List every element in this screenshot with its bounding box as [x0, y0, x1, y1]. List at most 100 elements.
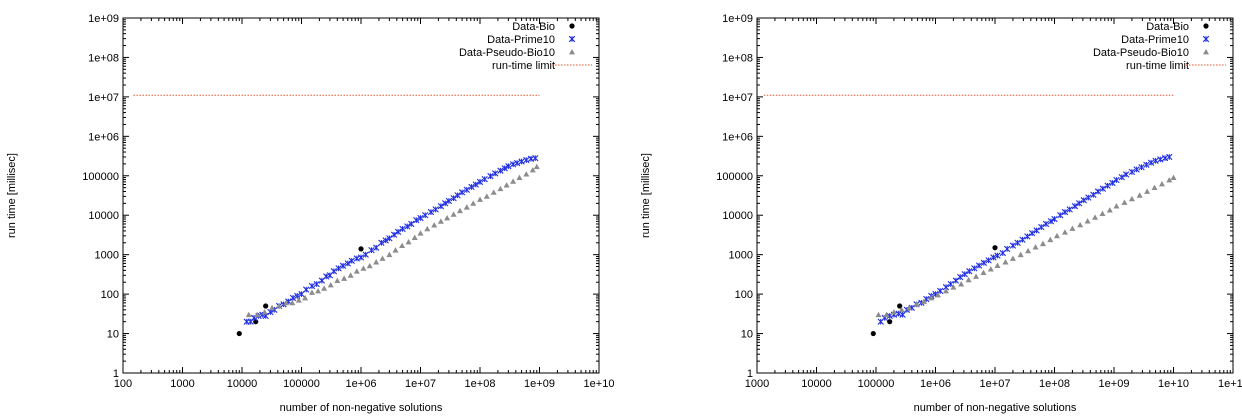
x-tick-label: 1e+10 — [584, 378, 615, 390]
point-data-pseudo-bio10 — [483, 193, 490, 199]
point-data-pseudo-bio10 — [906, 304, 913, 311]
point-data-pseudo-bio10 — [392, 247, 399, 253]
point-data-pseudo-bio10 — [883, 311, 890, 318]
y-tick-label: 1e+09 — [88, 13, 119, 25]
point-data-bio — [887, 319, 893, 325]
point-data-pseudo-bio10 — [444, 215, 451, 221]
point-data-pseudo-bio10 — [399, 242, 406, 248]
point-data-pseudo-bio10 — [254, 311, 261, 318]
point-data-pseudo-bio10 — [920, 298, 927, 304]
point-data-pseudo-bio10 — [1047, 236, 1054, 243]
y-tick-label: 100000 — [716, 171, 753, 183]
point-data-prime10 — [1166, 153, 1173, 161]
point-data-prime10 — [323, 273, 330, 280]
point-data-prime10 — [445, 197, 453, 205]
point-data-pseudo-bio10 — [431, 222, 438, 228]
point-data-prime10 — [1080, 197, 1087, 204]
point-data-prime10 — [386, 235, 393, 242]
point-data-prime10 — [303, 286, 310, 293]
y-tick-label: 10000 — [722, 210, 753, 222]
point-data-pseudo-bio10 — [533, 163, 540, 170]
legend-marker — [1202, 35, 1210, 43]
point-data-pseudo-bio10 — [302, 294, 309, 301]
point-data-prime10 — [404, 223, 411, 230]
point-data-prime10 — [394, 228, 402, 235]
legend-label: Data-Prime10 — [487, 34, 555, 46]
point-data-prime10 — [491, 170, 499, 177]
point-data-pseudo-bio10 — [1061, 229, 1068, 235]
point-data-prime10 — [454, 192, 461, 199]
point-data-pseudo-bio10 — [1069, 225, 1076, 231]
point-data-prime10 — [975, 262, 983, 269]
point-data-bio — [358, 246, 364, 252]
point-data-prime10 — [476, 178, 484, 186]
x-tick-label: 1e+08 — [1039, 378, 1070, 390]
point-data-pseudo-bio10 — [1025, 247, 1032, 254]
point-data-prime10 — [1033, 227, 1040, 234]
series-data-pseudo-bio10 — [245, 163, 540, 318]
point-data-pseudo-bio10 — [1099, 210, 1106, 216]
point-data-pseudo-bio10 — [942, 287, 949, 294]
point-data-pseudo-bio10 — [523, 171, 530, 177]
legend-marker — [1203, 49, 1209, 55]
point-data-pseudo-bio10 — [1158, 180, 1165, 187]
point-data-prime10 — [382, 237, 389, 244]
point-data-pseudo-bio10 — [890, 309, 897, 315]
point-data-prime10 — [1133, 166, 1140, 173]
point-data-prime10 — [408, 220, 415, 228]
point-data-prime10 — [378, 239, 385, 246]
point-data-prime10 — [413, 216, 420, 224]
point-data-bio — [236, 330, 242, 337]
point-data-prime10 — [399, 225, 406, 233]
point-data-pseudo-bio10 — [1039, 240, 1046, 247]
point-data-prime10 — [289, 294, 297, 302]
point-data-prime10 — [513, 159, 521, 167]
point-data-pseudo-bio10 — [315, 287, 322, 294]
point-data-prime10 — [1118, 174, 1125, 181]
point-data-pseudo-bio10 — [529, 167, 536, 173]
y-tick-label: 100000 — [82, 171, 119, 183]
point-data-prime10 — [971, 265, 978, 272]
x-tick-label: 10000 — [227, 378, 258, 390]
point-data-pseudo-bio10 — [1009, 255, 1016, 261]
point-data-prime10 — [1161, 154, 1169, 162]
y-tick-label: 1e+09 — [722, 13, 753, 25]
point-data-pseudo-bio10 — [334, 277, 341, 284]
point-data-pseudo-bio10 — [950, 284, 957, 290]
x-tick-label: 1e+09 — [1099, 378, 1130, 390]
y-axis-label: run time [millisec] — [6, 153, 18, 238]
point-data-pseudo-bio10 — [283, 299, 290, 306]
y-tick-label: 1e+06 — [722, 131, 753, 143]
point-data-prime10 — [994, 252, 1001, 259]
point-data-prime10 — [458, 189, 466, 196]
point-data-pseudo-bio10 — [490, 189, 497, 195]
point-data-pseudo-bio10 — [913, 301, 920, 307]
y-tick-label: 10000 — [88, 210, 119, 222]
point-data-prime10 — [1047, 218, 1055, 225]
y-tick-label: 100 — [735, 289, 753, 301]
point-data-prime10 — [487, 172, 494, 180]
point-data-prime10 — [362, 251, 369, 258]
legend-marker — [568, 35, 576, 43]
point-data-prime10 — [501, 165, 508, 172]
point-data-prime10 — [1014, 239, 1021, 246]
point-data-prime10 — [330, 268, 338, 275]
chart-left: 100 1000 10000 100000 1e+06 1e+07 1e+08 1e+09 1e… — [6, 13, 614, 414]
point-data-pseudo-bio10 — [1092, 214, 1099, 220]
point-data-bio — [263, 303, 269, 309]
point-data-prime10 — [1104, 182, 1111, 189]
point-data-prime10 — [481, 175, 488, 183]
y-tick-label: 1e+08 — [722, 52, 753, 64]
point-data-prime10 — [1003, 245, 1011, 253]
point-data-pseudo-bio10 — [510, 178, 517, 184]
y-tick-label: 1e+07 — [722, 92, 753, 104]
point-data-pseudo-bio10 — [516, 174, 523, 180]
point-data-pseudo-bio10 — [1151, 184, 1158, 191]
point-data-pseudo-bio10 — [347, 272, 354, 278]
point-data-pseudo-bio10 — [965, 276, 972, 283]
y-tick-label: 1e+08 — [88, 52, 119, 64]
x-tick-label: 1e+08 — [465, 378, 496, 390]
point-data-prime10 — [417, 214, 424, 222]
y-tick-label: 1 — [747, 368, 753, 380]
point-data-bio — [897, 303, 903, 309]
